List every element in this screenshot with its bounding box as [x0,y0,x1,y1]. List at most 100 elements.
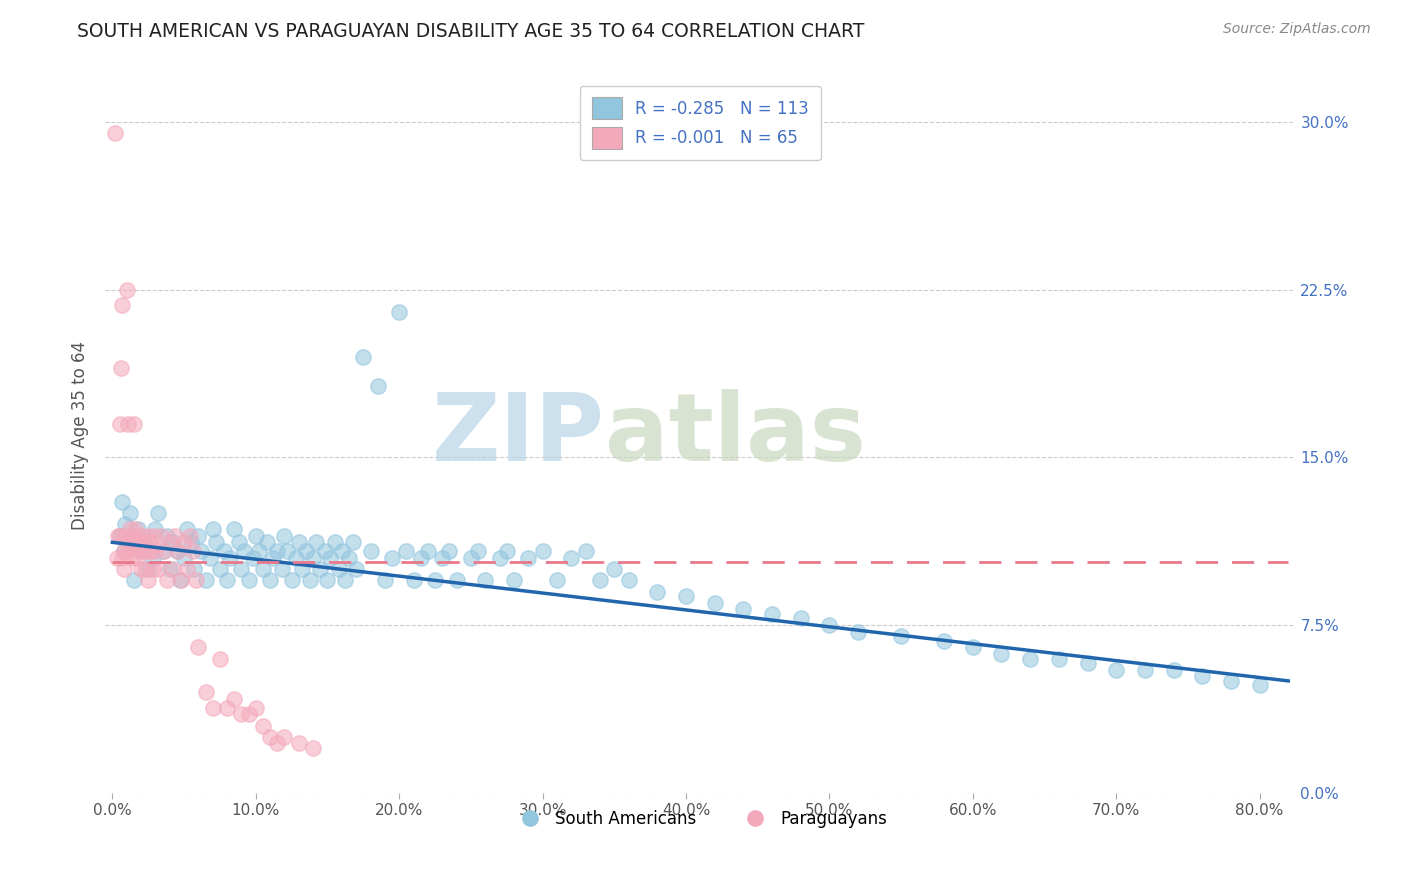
Point [1047,651,1070,665]
Text: atlas: atlas [605,389,866,481]
Point [129,562,152,576]
Point [231,707,253,722]
Point [546,574,568,588]
Point [231,562,253,576]
Point [136,544,159,558]
Point [224,522,246,536]
Point [187,640,209,655]
Point [330,544,353,558]
Point [150,528,173,542]
Point [187,528,209,542]
Point [122,417,145,431]
Text: Source: ZipAtlas.com: Source: ZipAtlas.com [1223,22,1371,37]
Point [1133,663,1156,677]
Point [107,528,129,542]
Point [1163,663,1185,677]
Point [201,700,224,714]
Point [148,506,170,520]
Point [111,551,134,566]
Point [319,551,342,566]
Point [176,522,198,536]
Point [238,707,260,722]
Point [1249,678,1271,692]
Point [224,691,246,706]
Point [932,633,955,648]
Point [131,535,153,549]
Point [238,574,260,588]
Point [143,528,166,542]
Point [323,535,346,549]
Point [173,551,195,566]
Point [460,551,482,566]
Point [818,618,841,632]
Text: ZIP: ZIP [432,389,605,481]
Point [128,544,150,558]
Point [409,551,432,566]
Point [259,730,281,744]
Point [114,528,136,542]
Point [208,651,231,665]
Point [1219,673,1241,688]
Point [115,283,138,297]
Point [162,562,184,576]
Point [156,574,179,588]
Point [118,506,141,520]
Point [219,551,242,566]
Legend: South Americans, Paraguayans: South Americans, Paraguayans [508,803,894,834]
Point [121,551,143,566]
Point [446,574,468,588]
Point [184,574,207,588]
Point [245,700,267,714]
Point [129,544,152,558]
Point [890,629,912,643]
Point [217,574,239,588]
Point [309,562,332,576]
Point [733,602,755,616]
Point [273,730,295,744]
Point [212,544,235,558]
Point [104,126,127,140]
Point [703,596,725,610]
Point [1191,669,1213,683]
Point [135,528,157,542]
Point [761,607,783,621]
Point [247,544,270,558]
Point [962,640,984,655]
Point [291,562,314,576]
Point [127,522,149,536]
Point [183,562,205,576]
Point [112,562,135,576]
Point [156,528,179,542]
Point [367,379,389,393]
Point [148,562,170,576]
Point [228,535,250,549]
Point [488,551,510,566]
Point [256,535,278,549]
Point [1019,651,1042,665]
Point [337,551,360,566]
Point [273,528,295,542]
Point [162,535,184,549]
Point [503,574,526,588]
Point [111,298,134,312]
Point [270,562,292,576]
Point [139,544,162,558]
Point [299,574,322,588]
Point [647,584,669,599]
Point [990,647,1012,661]
Point [252,718,274,732]
Point [136,574,159,588]
Point [108,528,131,542]
Point [259,574,281,588]
Point [141,551,163,566]
Point [288,535,311,549]
Point [603,562,626,576]
Point [173,535,195,549]
Point [575,544,598,558]
Point [165,528,187,542]
Point [117,417,139,431]
Point [145,522,167,536]
Point [129,528,152,542]
Point [316,574,339,588]
Point [127,535,149,549]
